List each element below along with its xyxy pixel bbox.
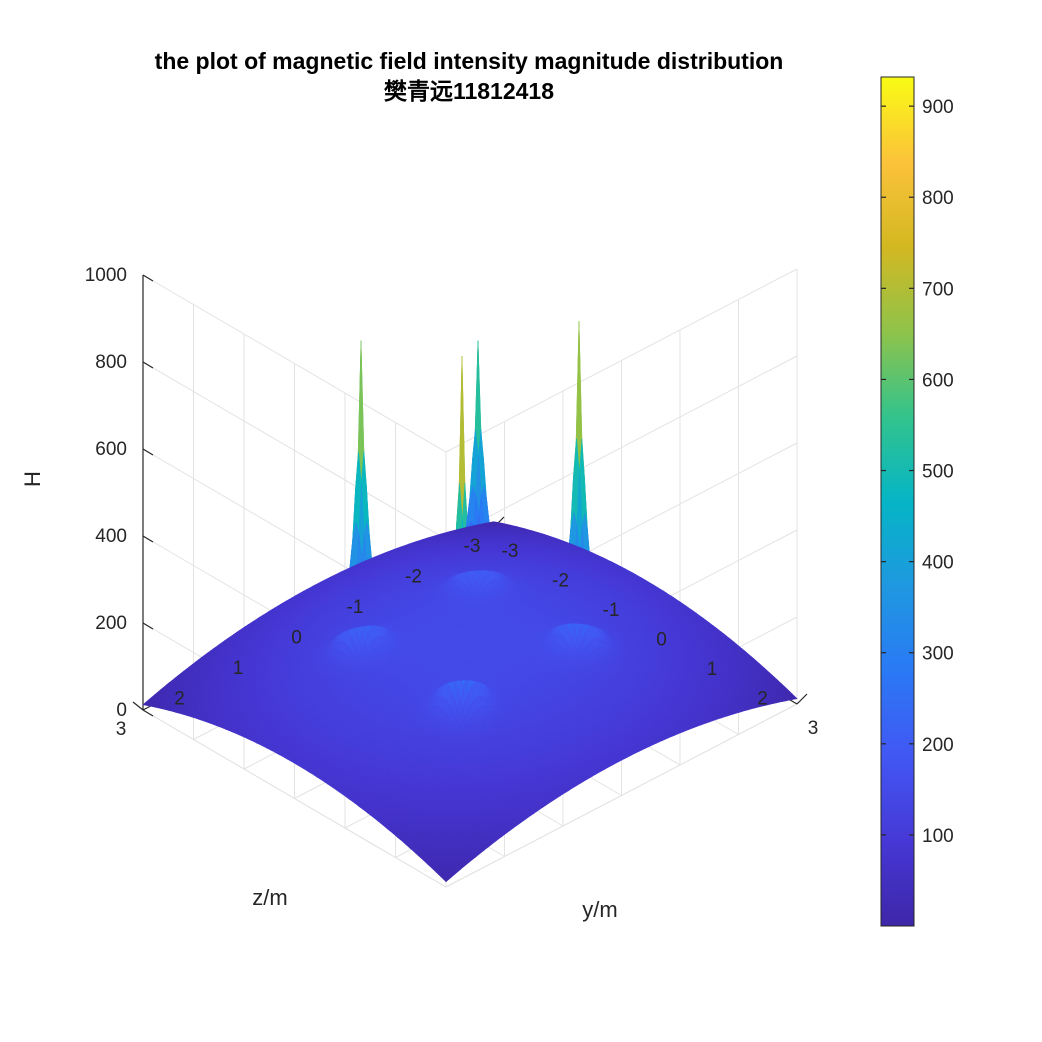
z-tick-mark: [142, 448, 154, 456]
z-tick-mark: [142, 622, 154, 630]
y-tick-mark: [132, 701, 144, 711]
z-tick-mark: [142, 709, 154, 717]
z-tick-mark: [142, 274, 154, 282]
z-tick-mark: [142, 535, 154, 543]
z-tick-mark: [142, 361, 154, 369]
x-tick-mark: [796, 693, 808, 705]
chart-subtitle: 樊青远11812418: [384, 78, 554, 104]
chart-title: the plot of magnetic field intensity mag…: [155, 48, 784, 74]
grid-line-height: [142, 268, 798, 453]
surface-mesh: [142, 321, 798, 883]
grid-line-height: [142, 703, 798, 888]
